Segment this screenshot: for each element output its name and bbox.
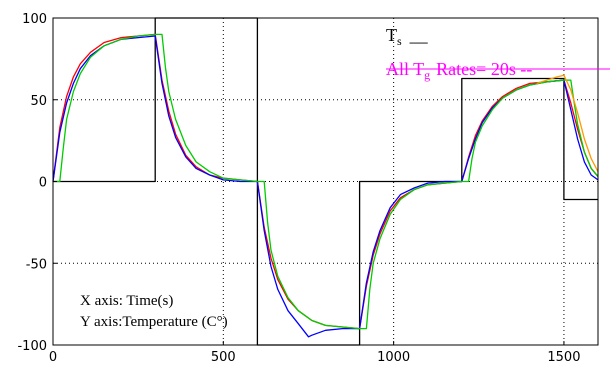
y-tick-label-100: 100 bbox=[22, 12, 47, 27]
y-tick-label--50: -50 bbox=[26, 257, 47, 272]
series-line-3 bbox=[53, 33, 599, 330]
axis-ticks: 0 500 1000 1500 -100 -50 0 50 100 bbox=[17, 12, 580, 365]
y-tick-label-50: 50 bbox=[30, 94, 47, 109]
y-tick-label-0: 0 bbox=[39, 176, 47, 191]
legend: Ts __ All Tg Rates= 20s -- bbox=[386, 25, 610, 82]
x-tick-label-1500: 1500 bbox=[547, 350, 580, 365]
series-lines bbox=[52, 17, 599, 346]
series-line-4 bbox=[536, 74, 599, 172]
legend-ts-label: T bbox=[386, 25, 397, 45]
x-tick-label-500: 500 bbox=[211, 350, 236, 365]
grid-lines bbox=[53, 18, 598, 345]
y-tick-label--100: -100 bbox=[17, 339, 47, 354]
x-tick-label-1000: 1000 bbox=[377, 350, 410, 365]
legend-tg-subscript: g bbox=[424, 68, 430, 82]
y-axis-note: Y axis:Temperature (C°) bbox=[80, 314, 228, 330]
series-line-0 bbox=[53, 17, 598, 346]
svg-text:Ts__: Ts __ bbox=[386, 25, 429, 48]
x-tick-label-0: 0 bbox=[49, 350, 57, 365]
legend-ts-subscript: s bbox=[397, 34, 402, 48]
legend-ts-dash: __ bbox=[409, 25, 429, 45]
series-line-2 bbox=[52, 35, 599, 338]
x-axis-note: X axis: Time(s) bbox=[80, 293, 173, 309]
